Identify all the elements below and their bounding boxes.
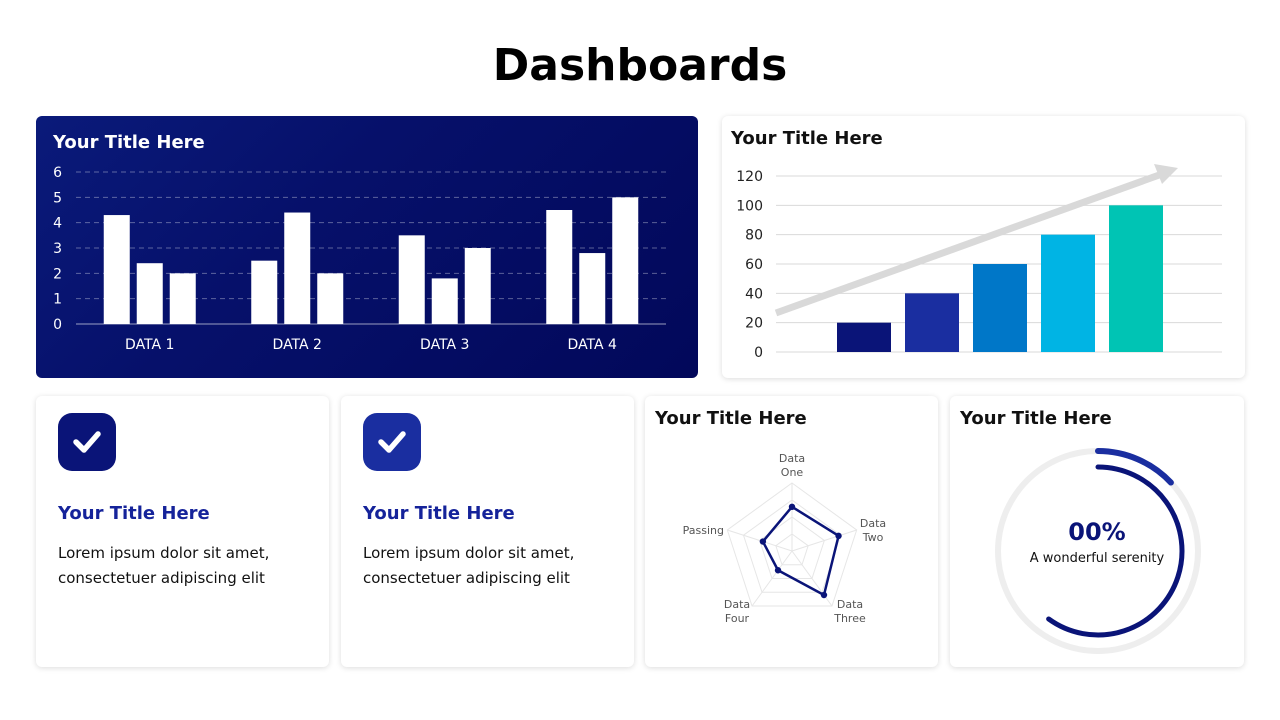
x-tick-label: DATA 1 xyxy=(125,337,174,353)
growth-chart-card: 0 20 40 60 80 100 120 Your Title Here xyxy=(722,116,1245,378)
radar-axis-label-line: Two xyxy=(862,531,884,544)
y-tick-label: 6 xyxy=(53,165,62,181)
donut-chart xyxy=(995,448,1201,654)
bar xyxy=(251,260,278,324)
bar xyxy=(905,293,959,352)
donut-value-label: 00% xyxy=(1068,518,1126,546)
radar-ring xyxy=(775,533,809,566)
radar-axis-label: Data Three xyxy=(833,598,866,625)
radar-point xyxy=(820,591,828,599)
growth-chart-title: Your Title Here xyxy=(731,128,883,149)
bar xyxy=(103,215,130,324)
radar-axis-label-line: Data xyxy=(724,598,750,611)
bar xyxy=(579,253,606,324)
radar-axis-label-line: Data xyxy=(779,452,805,465)
radar-axis-label: Data Two xyxy=(860,517,886,544)
trend-arrow-head xyxy=(1154,164,1178,184)
y-tick-label: 3 xyxy=(53,241,62,257)
radar-axis-label-line: Four xyxy=(725,612,750,625)
y-tick-label: 20 xyxy=(745,316,763,332)
info-card: Your Title Here Lorem ipsum dolor sit am… xyxy=(341,396,634,667)
radar-spoke xyxy=(791,529,857,552)
y-tick-label: 100 xyxy=(736,198,763,214)
bar-chart: 0 1 2 3 4 5 6 DATA 1 DATA 2 DATA 3 DATA 4 xyxy=(53,165,666,353)
radar-chart-card: Data One Data Two Data Three Data Four Passing Y… xyxy=(645,396,938,667)
inner-ring-progress xyxy=(1046,464,1185,638)
donut-chart-title: Your Title Here xyxy=(960,408,1112,429)
bar xyxy=(136,263,163,324)
radar-axis-label-line: Data xyxy=(860,517,886,530)
y-tick-label: 60 xyxy=(745,257,763,273)
radar-spoke xyxy=(751,550,793,607)
y-tick-label: 4 xyxy=(53,216,62,232)
radar-point xyxy=(774,567,782,574)
y-tick-label: 0 xyxy=(754,345,763,361)
x-tick-label: DATA 3 xyxy=(420,337,469,353)
bar xyxy=(431,278,458,324)
radar-axis-label-line: Data xyxy=(837,598,863,611)
y-tick-label: 5 xyxy=(53,190,62,206)
info-card-text: Lorem ipsum dolor sit amet, consectetuer… xyxy=(58,544,270,587)
radar-axis-label: Data One xyxy=(779,452,805,479)
bar xyxy=(284,212,311,324)
page-title: Dashboards xyxy=(492,40,788,91)
bar xyxy=(1109,205,1163,352)
radar-ring xyxy=(742,499,842,593)
y-tick-label: 0 xyxy=(53,317,62,333)
bar xyxy=(317,273,344,324)
check-icon xyxy=(363,413,421,471)
info-card-title: Your Title Here xyxy=(58,503,210,524)
x-tick-label: DATA 4 xyxy=(568,337,618,353)
outer-ring-progress xyxy=(1095,448,1174,486)
radar-point xyxy=(835,532,842,540)
bar xyxy=(837,322,891,352)
radar-axis-label: Passing xyxy=(683,524,724,537)
radar-point xyxy=(788,503,796,510)
check-icon xyxy=(58,413,116,471)
info-card: Your Title Here Lorem ipsum dolor sit am… xyxy=(36,396,329,667)
radar-series xyxy=(761,505,840,597)
trend-arrow xyxy=(774,170,1164,317)
y-tick-label: 1 xyxy=(53,292,62,308)
radar-spoke xyxy=(727,529,793,552)
bar xyxy=(973,264,1027,352)
bar xyxy=(464,248,491,324)
radar-point xyxy=(759,538,767,545)
bar-chart-card: 0 1 2 3 4 5 6 DATA 1 DATA 2 DATA 3 DATA 4 Your Tit… xyxy=(36,116,698,378)
x-tick-label: DATA 2 xyxy=(273,337,322,353)
bar-chart-title: Your Title Here xyxy=(53,132,205,153)
info-card-title: Your Title Here xyxy=(363,503,515,524)
bar xyxy=(398,235,425,324)
bar xyxy=(169,273,196,324)
y-tick-label: 2 xyxy=(53,266,62,282)
bar xyxy=(1041,234,1095,352)
y-tick-label: 80 xyxy=(745,228,763,244)
y-tick-label: 40 xyxy=(745,286,763,302)
radar-axis-label-line: Three xyxy=(833,612,866,625)
bar xyxy=(612,197,639,324)
growth-chart: 0 20 40 60 80 100 120 xyxy=(736,164,1222,361)
bar xyxy=(546,210,573,324)
radar-ring xyxy=(726,482,858,607)
radar-chart-title: Your Title Here xyxy=(655,408,807,429)
donut-caption: A wonderful serenity xyxy=(1029,551,1165,566)
donut-chart-card: Your Title Here 00% A wonderful serenity xyxy=(950,396,1244,667)
radar-axis-label-line: Passing xyxy=(683,524,724,537)
y-tick-label: 120 xyxy=(736,169,763,185)
radar-axis-label-line: One xyxy=(781,466,804,479)
info-card-text: Lorem ipsum dolor sit amet, consectetuer… xyxy=(363,544,575,587)
radar-axis-label: Data Four xyxy=(724,598,750,625)
